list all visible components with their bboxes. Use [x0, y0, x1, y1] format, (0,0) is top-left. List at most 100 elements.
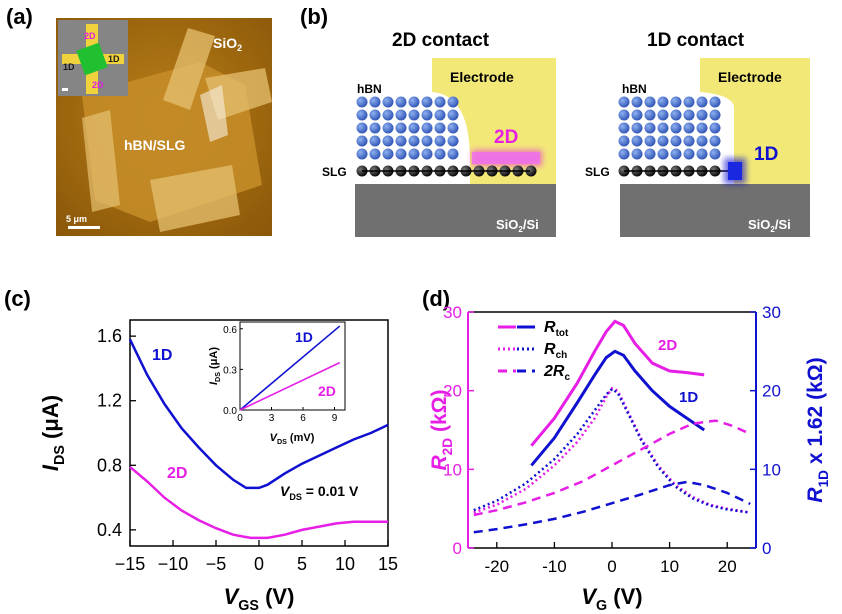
atom: [644, 122, 656, 134]
atom: [369, 96, 381, 108]
atom: [421, 135, 433, 147]
atom: [395, 96, 407, 108]
afm-image: [56, 18, 272, 236]
panel-c-label: (c): [4, 286, 31, 311]
electrode-label: Electrode: [718, 69, 782, 85]
y-right-tick-label: 30: [762, 303, 781, 322]
series-label-1D: 1D: [152, 347, 172, 364]
x-tick-label: 15: [378, 554, 398, 574]
series-dashed-2D: [473, 419, 751, 517]
atom: [631, 148, 643, 160]
atom: [408, 96, 420, 108]
atom: [696, 135, 708, 147]
title-2d-contact: 2D contact: [392, 30, 490, 51]
atom: [408, 122, 420, 134]
atom: [709, 148, 721, 160]
atom: [395, 135, 407, 147]
atom: [709, 109, 721, 121]
atom: [644, 109, 656, 121]
y-tick-label: 1.6: [97, 326, 122, 346]
substrate-label: SiO2/Si: [748, 217, 791, 234]
y-tick-label: 1.2: [97, 391, 122, 411]
inset-label-bottom: 2D: [92, 80, 104, 90]
atom: [434, 96, 446, 108]
atom: [447, 96, 459, 108]
x-axis-label: VG (V): [581, 584, 642, 614]
atom: [434, 148, 446, 160]
atom: [421, 109, 433, 121]
atom: [657, 109, 669, 121]
inset-y-tick-label: 0.0: [223, 406, 237, 417]
x-tick-label: -20: [485, 557, 510, 576]
inset-y-label: IDS (μA): [208, 347, 222, 385]
curve-label-2D: 2D: [658, 337, 677, 354]
scale-bar: [68, 226, 100, 229]
atom: [696, 148, 708, 160]
series-label-2D: 2D: [167, 465, 187, 482]
atom: [618, 148, 630, 160]
x-tick-label: 0: [254, 554, 264, 574]
atom: [408, 148, 420, 160]
electrode-label: Electrode: [450, 69, 514, 85]
device-inset: 2D 1D 1D 2D: [58, 20, 128, 96]
inset-label-top: 2D: [84, 31, 96, 41]
substrate-block: [620, 184, 810, 237]
y-left-tick-label: 30: [443, 303, 462, 322]
atom: [683, 109, 695, 121]
atom: [644, 148, 656, 160]
y-axis-label: IDS (μA): [38, 395, 68, 471]
scale-label: 5 μm: [66, 214, 87, 224]
inset-series-1D: [239, 325, 341, 411]
atom: [683, 122, 695, 134]
series-line-1D: [128, 338, 389, 490]
hbn-label: hBN: [357, 82, 382, 96]
sio2-label: SiO2: [213, 35, 242, 53]
y-left-tick-label: 10: [443, 460, 462, 479]
atom: [369, 148, 381, 160]
atom: [683, 135, 695, 147]
atom: [683, 96, 695, 108]
tag-2d: 2D: [494, 127, 518, 148]
x-tick-label: 20: [718, 557, 737, 576]
atom: [696, 109, 708, 121]
legend-label: 2Rc: [543, 363, 570, 383]
atom: [356, 96, 368, 108]
hbn-label: hBN: [622, 82, 647, 96]
y-left-tick-label: 20: [443, 382, 462, 401]
legend-label: Rtot: [544, 319, 569, 339]
atom: [434, 135, 446, 147]
inset-x-tick-label: 6: [300, 413, 306, 424]
atom: [657, 135, 669, 147]
x-tick-label: 5: [297, 554, 307, 574]
atom: [447, 122, 459, 134]
atom: [631, 135, 643, 147]
atom: [356, 109, 368, 121]
atom: [369, 135, 381, 147]
atom: [631, 109, 643, 121]
atom: [683, 148, 695, 160]
curve-label-1D: 1D: [679, 389, 698, 406]
atom: [618, 109, 630, 121]
atom: [709, 122, 721, 134]
atom: [670, 148, 682, 160]
atom: [447, 109, 459, 121]
y-left-axis-label: R2D (kΩ): [428, 390, 455, 471]
y-left-tick-label: 0: [453, 539, 462, 558]
x-tick-label: −5: [206, 554, 227, 574]
chart-d: -20 -10 0 10 20 0 0 10 10 20 20 30 30 VG (V) R2D (kΩ) R…: [428, 303, 831, 614]
vds-annotation: VDS = 0.01 V: [280, 483, 359, 502]
electrode-block: [700, 58, 810, 186]
series-dotted-2D: [473, 386, 751, 514]
inset-label-right: 1D: [108, 54, 120, 64]
chart-c: −15 −10 −5 0 5 10 15 0.4 0.8 1.2 1.6 VGS (V) IDS (μA…: [38, 319, 398, 614]
y-right-axis-label: R1D x 1.62 (kΩ): [804, 357, 831, 502]
atom: [657, 96, 669, 108]
inset-label-1D: 1D: [295, 329, 313, 345]
panel-b-label: (b): [300, 4, 328, 29]
atom: [670, 96, 682, 108]
atom: [382, 109, 394, 121]
atom: [356, 135, 368, 147]
y-right-tick-label: 20: [762, 382, 781, 401]
atom: [670, 135, 682, 147]
